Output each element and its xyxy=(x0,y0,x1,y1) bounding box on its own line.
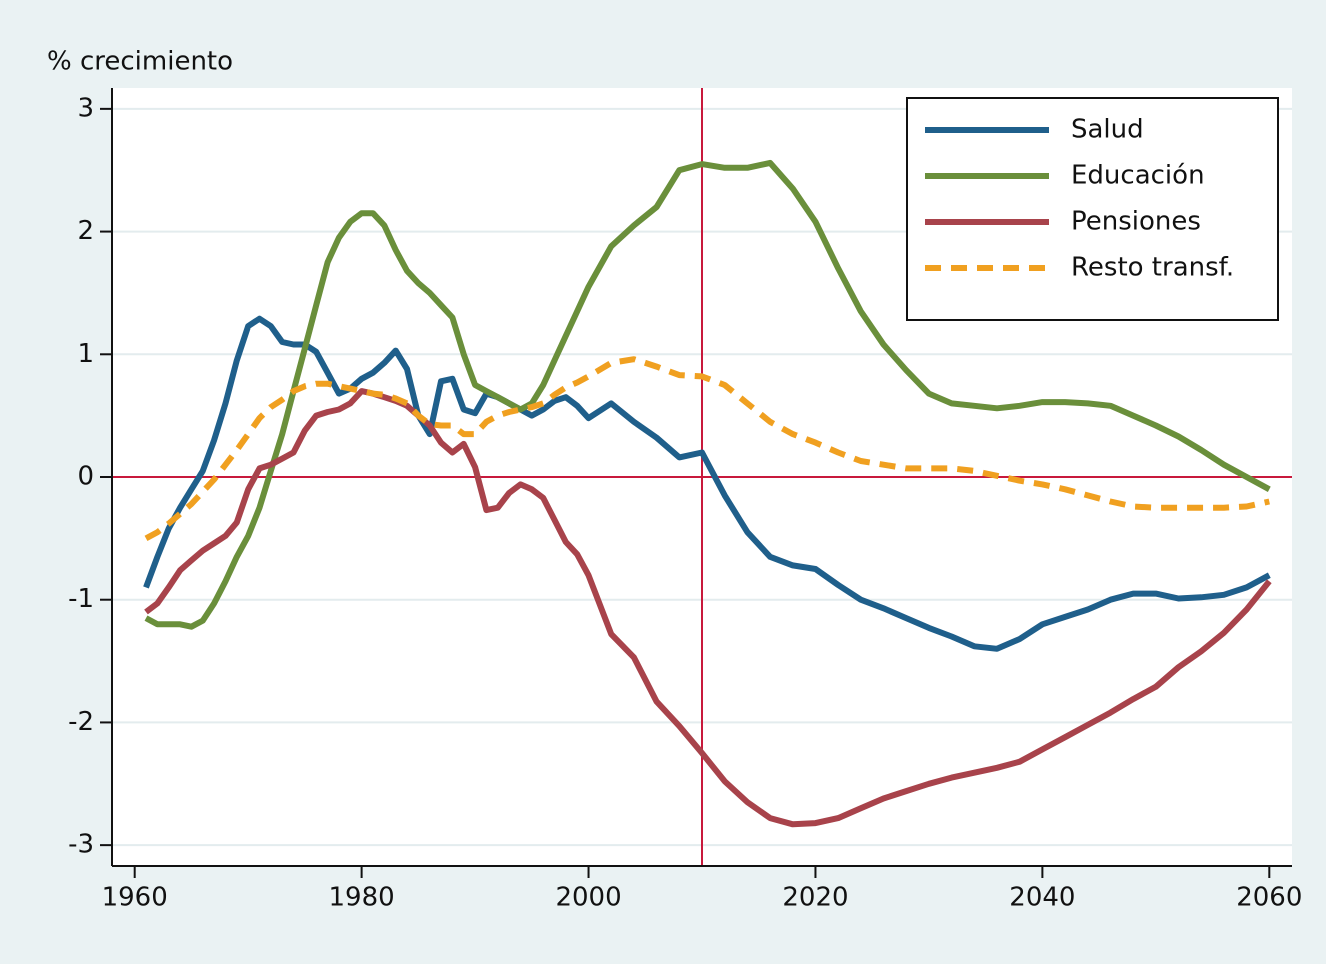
legend-label: Educación xyxy=(1071,161,1205,191)
y-tick-label: -1 xyxy=(68,584,94,614)
legend-label: Resto transf. xyxy=(1071,253,1234,283)
x-tick-label: 2060 xyxy=(1236,883,1302,913)
y-axis-label: % crecimiento xyxy=(47,47,233,77)
legend-label: Salud xyxy=(1071,115,1144,145)
y-tick-label: 1 xyxy=(77,339,94,369)
legend-label: Pensiones xyxy=(1071,207,1201,237)
series-line xyxy=(143,315,1271,652)
y-tick-label: -2 xyxy=(68,707,94,737)
legend-box xyxy=(906,97,1279,321)
series-line xyxy=(144,388,1272,828)
y-tick-label: 0 xyxy=(77,462,94,492)
x-tick-label: 1980 xyxy=(329,883,395,913)
series-line xyxy=(144,159,1271,630)
x-tick-label: 2000 xyxy=(555,883,621,913)
y-tick-label: 3 xyxy=(77,93,94,123)
y-tick-label: -3 xyxy=(68,830,94,860)
series-line xyxy=(144,356,1270,542)
x-tick-label: 1960 xyxy=(102,883,168,913)
x-tick-label: 2040 xyxy=(1009,883,1075,913)
x-tick-label: 2020 xyxy=(782,883,848,913)
y-tick-label: 2 xyxy=(77,216,94,246)
